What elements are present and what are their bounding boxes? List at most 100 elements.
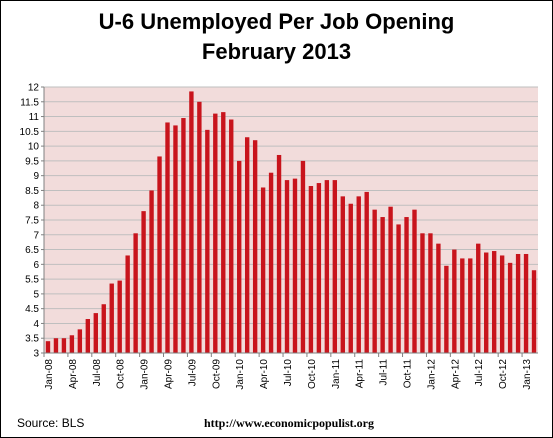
bar-dec-09 (229, 119, 234, 353)
bar-mar-08 (61, 338, 67, 353)
bar-jan-09 (141, 211, 146, 353)
y-tick-label: 11.5 (20, 97, 39, 108)
bar-sep-10 (300, 160, 306, 353)
y-tick-label: 9 (33, 171, 39, 182)
bar-feb-13 (531, 270, 537, 353)
bar-mar-10 (252, 140, 258, 353)
bar-jan-10 (237, 160, 242, 353)
x-tick-label: Oct-10 (307, 359, 318, 389)
x-tick-label: Jan-08 (44, 359, 55, 390)
y-tick-label: 8 (33, 201, 39, 212)
y-tick-label: 11 (29, 112, 40, 123)
bar-nov-10 (316, 183, 322, 353)
bar-oct-12 (499, 255, 505, 353)
bar-apr-10 (260, 187, 266, 353)
x-tick-label: Jan-09 (140, 359, 151, 390)
y-tick-label: 10 (28, 142, 40, 153)
bar-jan-08 (45, 341, 51, 353)
y-tick-label: 4 (33, 319, 39, 330)
bar-jul-12 (476, 243, 481, 353)
source-url: http://www.economicpopulist.org (204, 416, 375, 430)
x-tick-label: Jul-12 (474, 359, 485, 387)
bar-may-12 (460, 258, 465, 353)
bar-mar-11 (348, 203, 353, 353)
bar-mar-12 (444, 265, 449, 353)
bar-may-11 (364, 191, 369, 353)
source-note: Source: BLS (17, 416, 85, 430)
x-tick-label: Jul-09 (187, 359, 198, 387)
bar-aug-11 (388, 206, 393, 353)
y-tick-label: 7.5 (25, 216, 39, 227)
bar-oct-10 (308, 186, 314, 353)
bar-aug-09 (197, 101, 202, 354)
bar-mar-09 (157, 156, 162, 353)
bar-nov-08 (125, 255, 130, 353)
bar-jun-12 (468, 258, 473, 353)
x-tick-label: Jul-08 (92, 359, 103, 387)
x-tick-label: Jan-12 (426, 359, 437, 390)
x-tick-label: Apr-08 (68, 359, 79, 389)
bar-aug-10 (292, 178, 298, 353)
bar-jul-09 (189, 91, 194, 353)
x-tick-label: Jan-13 (522, 359, 533, 390)
x-axis-tick-labels: Jan-08 Apr-08 Jul-08 Oct-08 Jan-09 Apr-09 Jul-… (44, 359, 533, 390)
bar-jul-11 (380, 217, 385, 353)
y-tick-label: 10.5 (20, 127, 40, 138)
bar-oct-09 (213, 113, 218, 353)
x-tick-label: Oct-11 (403, 359, 414, 389)
bar-jan-12 (428, 233, 433, 353)
y-tick-label: 3.5 (25, 334, 39, 345)
bar-jul-10 (284, 180, 290, 353)
bar-nov-12 (507, 262, 513, 353)
x-tick-label: Oct-09 (211, 359, 222, 389)
bar-jun-09 (181, 118, 186, 354)
bar-feb-11 (340, 196, 345, 353)
x-tick-label: Apr-12 (450, 359, 461, 389)
y-tick-label: 9.5 (25, 156, 39, 167)
chart-title: U-6 Unemployed Per Job Opening (98, 9, 455, 34)
y-tick-label: 3 (33, 349, 39, 360)
x-tick-label: Apr-10 (259, 359, 270, 389)
bar-aug-12 (484, 252, 489, 353)
x-tick-label: Apr-09 (164, 359, 175, 389)
bar-jun-08 (85, 319, 91, 353)
bar-dec-08 (133, 233, 138, 353)
y-tick-label: 12 (28, 83, 40, 94)
bar-sep-08 (109, 283, 114, 353)
x-tick-label: Oct-12 (498, 359, 509, 389)
bar-jan-11 (332, 180, 338, 353)
bar-jun-11 (372, 209, 377, 353)
bar-jan-13 (523, 253, 529, 353)
bar-apr-09 (165, 122, 170, 353)
bar-apr-12 (452, 249, 457, 353)
bar-feb-08 (53, 338, 59, 353)
x-tick-label: Apr-11 (355, 359, 366, 389)
bar-oct-08 (117, 280, 122, 353)
y-axis-tick-labels: 3 3.5 4 4.5 5 5.5 6 6.5 7 7.5 8 8.5 9 9.5 10 10.5 11 11.5… (20, 83, 40, 360)
bar-series (45, 91, 537, 354)
bar-dec-11 (420, 233, 425, 353)
chart-subtitle: February 2013 (201, 39, 352, 64)
bar-may-08 (77, 329, 83, 353)
bar-dec-12 (515, 253, 521, 353)
x-tick-label: Jul-10 (283, 359, 294, 387)
bar-jul-08 (93, 313, 98, 353)
bar-oct-11 (404, 217, 409, 353)
x-tick-label: Jul-11 (379, 359, 390, 386)
y-tick-label: 7 (33, 230, 39, 241)
bar-jun-10 (276, 154, 282, 353)
bar-dec-10 (324, 180, 330, 353)
bar-nov-09 (221, 112, 226, 353)
bar-sep-11 (396, 224, 401, 353)
y-tick-label: 8.5 (25, 186, 39, 197)
bar-may-10 (268, 172, 274, 353)
bar-may-09 (173, 125, 178, 353)
axes (41, 86, 538, 357)
y-tick-label: 6.5 (25, 245, 39, 256)
bar-feb-09 (149, 190, 154, 353)
y-tick-label: 4.5 (25, 304, 39, 315)
bar-feb-10 (244, 137, 250, 353)
x-tick-label: Jan-11 (331, 359, 342, 389)
bar-sep-12 (491, 251, 497, 353)
bar-aug-08 (101, 304, 106, 353)
